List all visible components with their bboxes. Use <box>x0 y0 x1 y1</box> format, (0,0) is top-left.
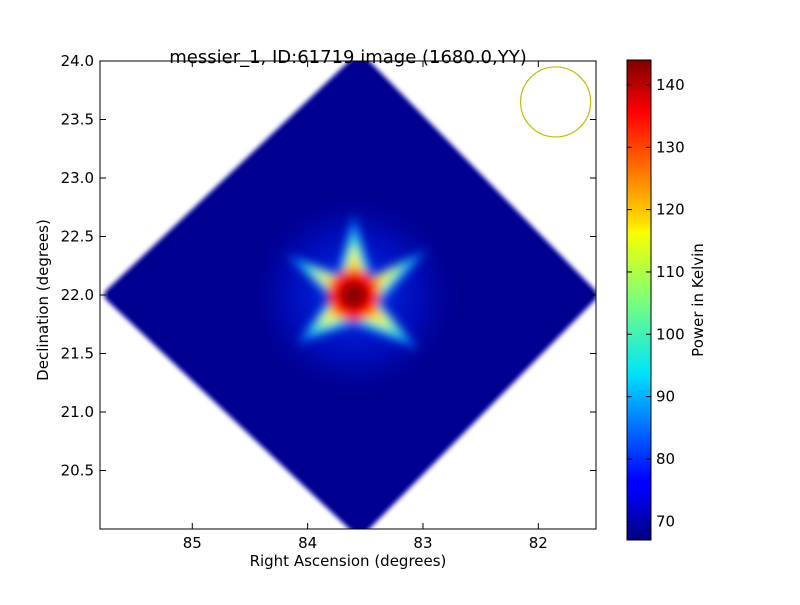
colorbar-tick-label: 140 <box>656 76 685 94</box>
y-tick-label: 23.5 <box>61 111 94 129</box>
x-axis-ticks: 85 84 83 82 <box>183 61 548 552</box>
y-tick-label: 21.0 <box>61 403 94 421</box>
y-tick-label: 20.5 <box>61 462 94 480</box>
colorbar-ticks: 70 80 90 100 110 120 130 140 <box>627 76 685 530</box>
colorbar-tick-label: 90 <box>656 388 675 406</box>
y-tick-label: 22.0 <box>61 286 94 304</box>
x-tick-label: 83 <box>413 534 432 552</box>
source-peak <box>286 214 429 349</box>
y-tick-label: 21.5 <box>61 345 94 363</box>
y-tick-label: 22.5 <box>61 228 94 246</box>
colorbar-tick-label: 70 <box>656 512 675 530</box>
y-axis-ticks: 20.5 21.0 21.5 22.0 22.5 23.0 23.5 24.0 <box>61 52 596 480</box>
y-axis-label: Declination (degrees) <box>34 219 52 381</box>
x-tick-label: 85 <box>183 534 202 552</box>
colorbar-tick-label: 120 <box>656 201 685 219</box>
colorbar-label: Power in Kelvin <box>689 243 707 357</box>
colorbar-tick-label: 110 <box>656 263 685 281</box>
chart-title: messier_1, ID:61719 image (1680.0,YY) <box>169 47 526 68</box>
colorbar-tick-label: 130 <box>656 138 685 156</box>
colorbar <box>626 59 652 541</box>
x-axis-label: Right Ascension (degrees) <box>250 552 447 570</box>
y-tick-label: 23.0 <box>61 169 94 187</box>
heatmap-image <box>104 61 596 529</box>
beam-marker-circle <box>520 66 592 138</box>
x-tick-label: 84 <box>298 534 317 552</box>
colorbar-tick-label: 100 <box>656 325 685 343</box>
x-tick-label: 82 <box>529 534 548 552</box>
y-tick-label: 24.0 <box>61 52 94 70</box>
colorbar-tick-label: 80 <box>656 450 675 468</box>
